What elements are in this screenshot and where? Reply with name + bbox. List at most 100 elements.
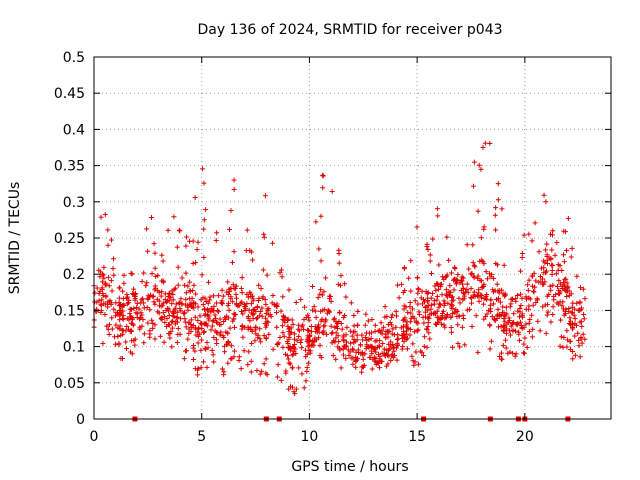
data-point (348, 340, 354, 346)
data-point (400, 323, 406, 329)
data-point (570, 310, 576, 316)
data-point (403, 328, 409, 334)
data-point (192, 314, 198, 320)
data-point (544, 252, 550, 258)
data-point (108, 301, 114, 307)
data-point (263, 301, 269, 307)
data-point (456, 295, 462, 301)
data-point (577, 285, 583, 291)
data-point (533, 278, 539, 284)
data-point (141, 305, 147, 311)
data-point (370, 356, 376, 362)
data-point (575, 307, 581, 313)
data-point (559, 285, 565, 291)
data-point (557, 263, 563, 269)
data-point (514, 292, 520, 298)
data-point (335, 320, 341, 326)
data-point (195, 340, 201, 346)
data-point (372, 328, 378, 334)
data-point (420, 314, 426, 320)
data-point (348, 300, 354, 306)
data-point (261, 231, 267, 237)
data-point (113, 341, 119, 347)
data-point (447, 292, 453, 298)
data-point (433, 321, 439, 327)
data-point (351, 337, 357, 343)
data-point (307, 350, 313, 356)
data-point (449, 302, 455, 308)
data-point (150, 293, 156, 299)
data-point (107, 298, 113, 304)
data-point (449, 329, 455, 335)
data-point (144, 226, 150, 232)
data-point (369, 343, 375, 349)
data-point (502, 292, 508, 298)
data-point (337, 347, 343, 353)
data-point (318, 287, 324, 293)
data-point (193, 326, 199, 332)
data-point (429, 302, 435, 308)
data-point (275, 362, 281, 368)
data-point (155, 288, 161, 294)
data-point (352, 329, 358, 335)
data-point (249, 293, 255, 299)
data-point (177, 331, 183, 337)
data-point (406, 275, 412, 281)
data-point (568, 291, 574, 297)
data-point (210, 352, 216, 358)
data-point (252, 338, 258, 344)
data-point (403, 322, 409, 328)
data-point (343, 343, 349, 349)
data-point (271, 302, 277, 308)
data-point (379, 350, 385, 356)
data-point (399, 281, 405, 287)
data-point (480, 283, 486, 289)
data-point (436, 301, 442, 307)
data-point (177, 300, 183, 306)
data-point (241, 348, 247, 354)
data-point (111, 272, 117, 278)
data-point (213, 337, 219, 343)
data-point (567, 339, 573, 345)
data-point (530, 326, 536, 332)
data-point (494, 281, 500, 287)
data-point (238, 300, 244, 306)
data-point (221, 318, 227, 324)
data-point (292, 341, 298, 347)
data-point (492, 212, 498, 218)
data-point (341, 337, 347, 343)
data-point (471, 159, 477, 165)
data-point (569, 245, 575, 251)
data-point (117, 317, 123, 323)
data-point (565, 337, 571, 343)
data-point (185, 336, 191, 342)
data-point (561, 259, 567, 265)
data-point (121, 272, 127, 278)
data-point (202, 345, 208, 351)
data-point (496, 290, 502, 296)
data-point (174, 314, 180, 320)
data-point (511, 311, 517, 317)
data-point (210, 318, 216, 324)
data-point (216, 309, 222, 315)
data-point (495, 197, 501, 203)
data-point (542, 270, 548, 276)
data-point (281, 333, 287, 339)
data-point (450, 311, 456, 317)
data-point (562, 276, 568, 282)
data-point (555, 283, 561, 289)
data-point (549, 267, 555, 273)
data-point (353, 358, 359, 364)
data-point (556, 278, 562, 284)
data-point (440, 274, 446, 280)
data-point (493, 227, 499, 233)
data-point (184, 234, 190, 240)
data-point (213, 315, 219, 321)
data-point (401, 334, 407, 340)
data-point (199, 337, 205, 343)
data-point (529, 312, 535, 318)
data-point (260, 294, 266, 300)
data-point (527, 317, 533, 323)
data-point (525, 282, 531, 288)
